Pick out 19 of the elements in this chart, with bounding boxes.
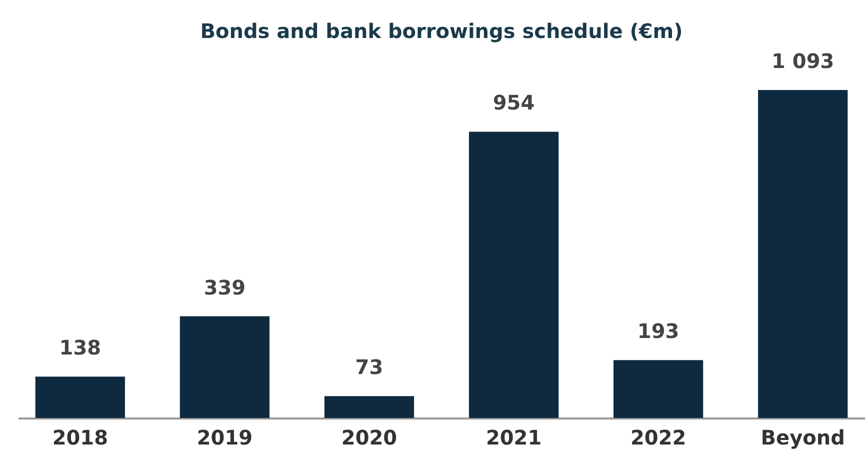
- data-label: 73: [355, 355, 384, 380]
- data-label: 339: [204, 275, 246, 300]
- bar: [468, 132, 559, 418]
- bar: [614, 360, 704, 418]
- x-tick-label: 2021: [486, 426, 542, 450]
- bar: [758, 90, 848, 418]
- x-tick-label: Beyond: [760, 426, 845, 450]
- data-label: 193: [637, 319, 680, 344]
- data-label: 1 093: [772, 49, 834, 73]
- x-tick-label: 2020: [341, 426, 398, 450]
- x-tick-label: 2022: [630, 426, 686, 450]
- x-tick-label: 2018: [52, 426, 108, 450]
- bar: [324, 396, 414, 418]
- bar: [180, 316, 270, 418]
- chart-title: Bonds and bank borrowings schedule (€m): [200, 19, 683, 43]
- data-label: 954: [492, 90, 535, 115]
- x-tick-label: 2019: [196, 426, 253, 450]
- data-label: 138: [59, 336, 102, 360]
- bar: [35, 376, 125, 418]
